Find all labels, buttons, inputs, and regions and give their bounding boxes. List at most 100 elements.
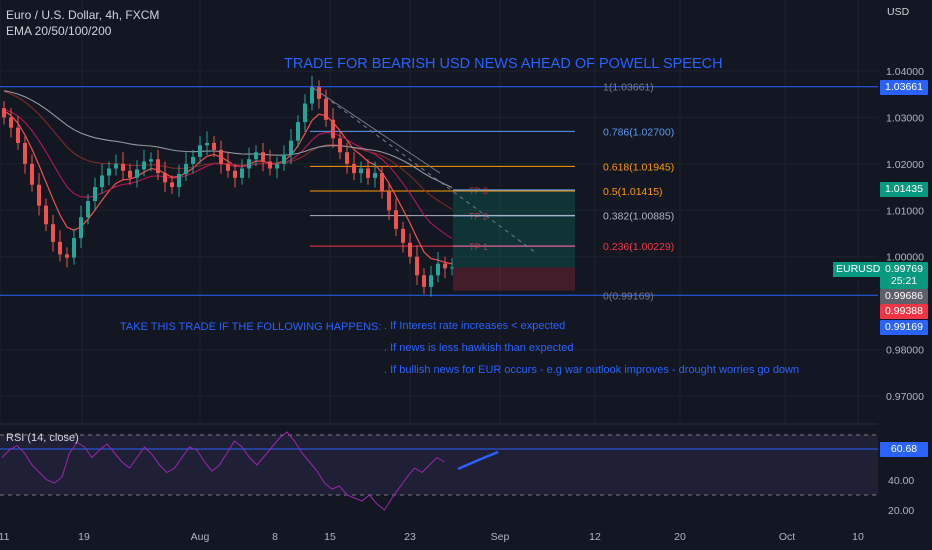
x-tick-label: 19 xyxy=(78,531,90,543)
candle-body xyxy=(65,254,69,258)
trend-line[interactable] xyxy=(311,86,536,253)
tp-label: TP 2 xyxy=(469,212,488,222)
fib-retracement[interactable]: 1(1.03661) 0.786(1.02700) 0.618(1.01945) 0.… xyxy=(0,82,878,303)
candle-body xyxy=(345,152,349,164)
candles xyxy=(2,75,454,297)
candle-body xyxy=(205,142,209,146)
y-axis: 1.04000 1.03000 1.02000 1.01000 1.00000 0.980… xyxy=(886,66,924,517)
ema-line xyxy=(3,91,453,210)
x-tick-label: 20 xyxy=(674,531,686,543)
y-tick-label: 1.02000 xyxy=(886,159,924,171)
candle-body xyxy=(436,263,440,276)
candle-body xyxy=(338,138,342,153)
currency-label: USD xyxy=(887,6,910,18)
rsi-tick-label: 20.00 xyxy=(888,505,914,517)
candle-body xyxy=(51,224,55,242)
candle-body xyxy=(135,169,139,178)
candle-body xyxy=(93,187,97,201)
candle-body xyxy=(226,163,230,171)
candle-body xyxy=(58,241,62,255)
candle-body xyxy=(156,159,160,174)
candle-body xyxy=(30,163,34,185)
candle-body xyxy=(310,87,314,104)
note-item-1: . If Interest rate increases < expected xyxy=(384,320,566,332)
candle-body xyxy=(44,205,48,225)
candle-body xyxy=(142,161,146,170)
x-tick-label: 10 xyxy=(852,531,864,543)
fib-label: 0.236(1.00229) xyxy=(603,241,674,253)
candle-body xyxy=(72,238,76,258)
candle-body xyxy=(373,173,377,178)
candle-body xyxy=(198,145,202,157)
y-tick-label: 1.00000 xyxy=(886,252,924,264)
candle-body xyxy=(415,256,419,276)
x-tick-label: Oct xyxy=(779,531,795,543)
y-tick-label: 0.97000 xyxy=(886,391,924,403)
candle-body xyxy=(394,210,398,229)
candle-body xyxy=(23,142,27,164)
candle-body xyxy=(177,174,181,188)
candle-body xyxy=(429,275,433,287)
candle-body xyxy=(387,191,391,211)
price-tag-last: 0.99769 xyxy=(880,262,928,277)
candle-body xyxy=(184,163,188,175)
x-tick-label: 12 xyxy=(589,531,601,543)
candle-body xyxy=(401,228,405,243)
candle-body xyxy=(170,182,174,188)
x-tick-label: 23 xyxy=(404,531,416,543)
symbol-tag: EURUSD xyxy=(833,262,884,277)
downtrend-line xyxy=(311,86,536,253)
candle-body xyxy=(324,98,328,120)
candle-countdown: 25:21 xyxy=(880,274,928,289)
candle-body xyxy=(2,108,6,118)
candle-body xyxy=(9,117,13,128)
downtrend-solid xyxy=(311,86,441,174)
rsi-label: RSI (14, close) xyxy=(6,432,79,444)
candle-body xyxy=(121,163,125,171)
candle-body xyxy=(317,87,321,99)
candle-body xyxy=(254,152,258,160)
candle-body xyxy=(331,119,335,139)
candle-body xyxy=(247,159,251,169)
candle-body xyxy=(261,152,265,162)
rsi-projection xyxy=(457,450,499,471)
loss-zone xyxy=(453,267,575,291)
x-tick-label: Sep xyxy=(491,531,510,543)
candle-body xyxy=(191,156,195,164)
position-zones: TP 3TP 2TP 1 xyxy=(453,186,575,291)
ema-line xyxy=(3,110,453,265)
candle-body xyxy=(268,161,272,169)
candle-body xyxy=(289,140,293,155)
candle-body xyxy=(149,159,153,162)
rsi-pane xyxy=(0,423,878,520)
notes-heading: TAKE THIS TRADE IF THE FOLLOWING HAPPENS… xyxy=(120,321,382,333)
rsi-value-tag: 60.68 xyxy=(880,442,928,457)
candle-body xyxy=(303,103,307,123)
price-tag-tp3: 1.01435 xyxy=(880,182,928,197)
fib-label: 0.382(1.00885) xyxy=(603,211,674,223)
rsi-tick-label: 40.00 xyxy=(888,475,914,487)
y-tick-label: 1.01000 xyxy=(886,205,924,217)
candle-body xyxy=(128,170,132,178)
tp-label: TP 1 xyxy=(469,242,488,252)
fib-label: 0.618(1.01945) xyxy=(603,161,674,173)
candle-body xyxy=(352,163,356,174)
note-item-2: . If news is less hawkish than expected xyxy=(384,342,574,354)
candle-body xyxy=(296,122,300,141)
candle-body xyxy=(114,163,118,169)
candle-body xyxy=(443,263,447,269)
candle-body xyxy=(422,275,426,287)
x-tick-label: 15 xyxy=(324,531,336,543)
y-tick-label: 1.04000 xyxy=(886,66,924,78)
candle-body xyxy=(37,184,41,206)
candle-body xyxy=(100,175,104,188)
candle-body xyxy=(16,127,20,143)
rsi-bg xyxy=(0,424,878,520)
price-tag-fib0: 0.99169 xyxy=(880,320,928,335)
fib-label: 1(1.03661) xyxy=(603,82,654,94)
candle-body xyxy=(107,168,111,176)
y-tick-label: 1.03000 xyxy=(886,112,924,124)
candle-body xyxy=(359,168,363,174)
candle-body xyxy=(163,173,167,183)
